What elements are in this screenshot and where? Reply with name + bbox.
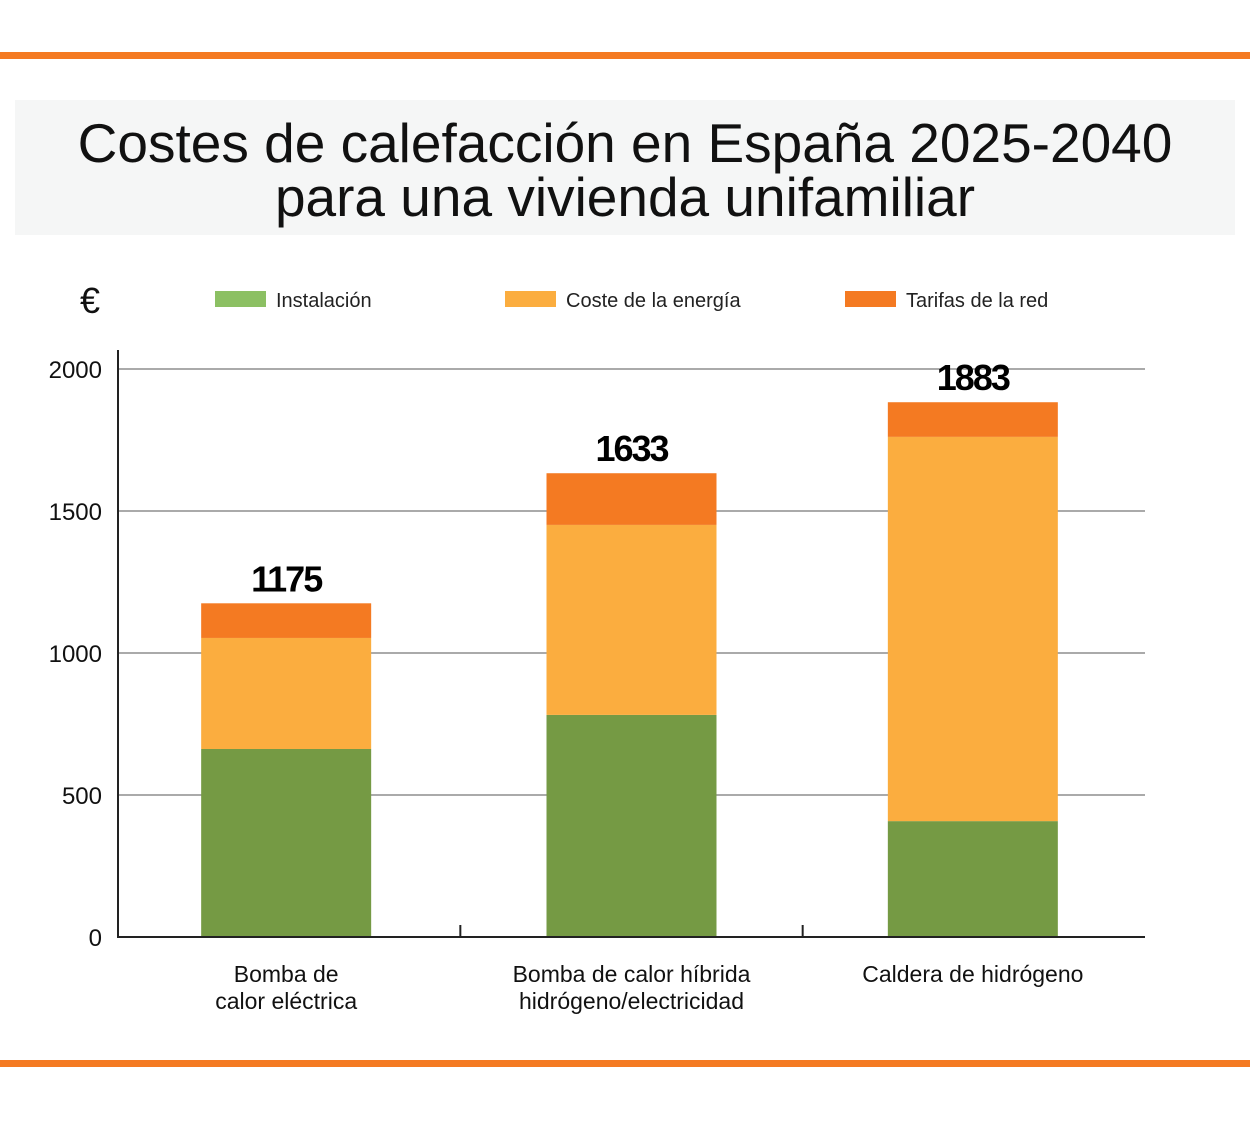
bar-segment: [201, 603, 372, 638]
legend-label: Instalación: [276, 290, 372, 312]
title-line-2: para una vivienda unifamiliar: [274, 166, 976, 228]
x-tick-label: hidrógeno/electricidad: [519, 988, 744, 1014]
bar-segment: [887, 402, 1058, 437]
x-tick-label: calor eléctrica: [215, 988, 357, 1014]
x-tick-label: Bomba de: [234, 961, 339, 987]
bar-segment: [546, 524, 717, 715]
total-label: 1883: [937, 357, 1010, 398]
y-tick-label: 2000: [49, 357, 102, 384]
bottom-orange-rule: [0, 1060, 1250, 1067]
bar-segment: [887, 821, 1058, 937]
y-tick-label: 1500: [49, 499, 102, 526]
legend-swatch: [215, 291, 266, 307]
top-orange-rule: [0, 52, 1250, 59]
y-tick-label: 1000: [49, 641, 102, 668]
total-label: 1633: [595, 428, 668, 469]
title-line-1: Costes de calefacción en España 2025-204…: [77, 112, 1173, 174]
y-tick-label: 500: [62, 783, 102, 810]
legend-swatch: [845, 291, 896, 307]
bar-segment: [546, 473, 717, 525]
y-tick-label: 0: [89, 925, 102, 952]
bar-segment: [887, 436, 1058, 822]
bar-segment: [201, 748, 372, 937]
total-label: 1175: [251, 558, 323, 599]
legend-label: Tarifas de la red: [906, 290, 1048, 312]
x-tick-label: Bomba de calor híbrida: [513, 961, 751, 987]
x-tick-label: Caldera de hidrógeno: [862, 961, 1083, 987]
legend-label: Coste de la energía: [566, 290, 741, 312]
legend-swatch: [505, 291, 556, 307]
y-axis-unit: €: [80, 280, 100, 321]
title-box: Costes de calefacción en España 2025-204…: [15, 100, 1235, 235]
bar-segment: [546, 714, 717, 937]
bar-segment: [201, 637, 372, 749]
